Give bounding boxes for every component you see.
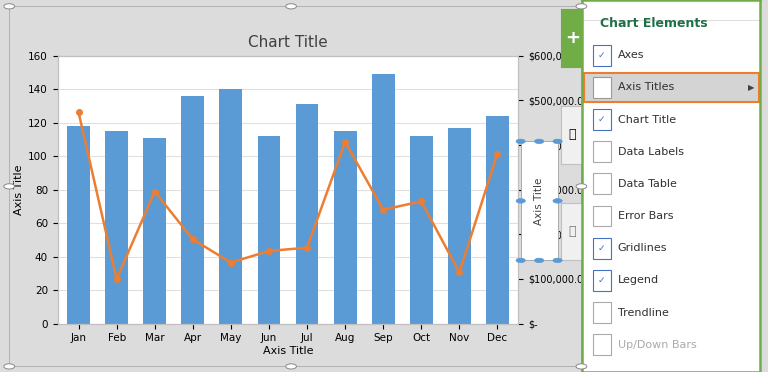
Text: Data Labels: Data Labels xyxy=(617,147,684,157)
Bar xyxy=(181,96,204,324)
Bar xyxy=(334,131,356,324)
FancyBboxPatch shape xyxy=(593,45,611,65)
FancyBboxPatch shape xyxy=(593,173,611,194)
Text: Error Bars: Error Bars xyxy=(617,211,674,221)
Text: Up/Down Bars: Up/Down Bars xyxy=(617,340,697,350)
Bar xyxy=(144,138,166,324)
FancyBboxPatch shape xyxy=(593,109,611,130)
Bar xyxy=(67,126,90,324)
Text: ✓: ✓ xyxy=(598,244,605,253)
FancyBboxPatch shape xyxy=(593,77,611,98)
Bar xyxy=(448,128,471,324)
FancyBboxPatch shape xyxy=(593,238,611,259)
Bar xyxy=(296,104,319,324)
Bar xyxy=(257,136,280,324)
FancyBboxPatch shape xyxy=(593,334,611,355)
Text: ✓: ✓ xyxy=(598,276,605,285)
Bar xyxy=(410,136,432,324)
Text: ✓: ✓ xyxy=(598,115,605,124)
Text: Trendline: Trendline xyxy=(617,308,669,318)
Title: Chart Title: Chart Title xyxy=(248,35,328,51)
Bar xyxy=(486,116,509,324)
X-axis label: Axis Title: Axis Title xyxy=(263,346,313,356)
Bar xyxy=(105,131,128,324)
Text: ⛭: ⛭ xyxy=(568,225,576,238)
Text: Axis Title: Axis Title xyxy=(534,177,545,225)
Bar xyxy=(220,89,242,324)
FancyBboxPatch shape xyxy=(593,141,611,162)
Text: Axes: Axes xyxy=(617,50,644,60)
Text: 🖌: 🖌 xyxy=(568,128,576,141)
FancyBboxPatch shape xyxy=(593,302,611,323)
Text: Chart Title: Chart Title xyxy=(617,115,676,125)
FancyBboxPatch shape xyxy=(584,73,759,102)
Text: Gridlines: Gridlines xyxy=(617,243,667,253)
Text: Chart Elements: Chart Elements xyxy=(600,17,707,30)
FancyBboxPatch shape xyxy=(593,206,611,227)
Text: +: + xyxy=(564,29,580,47)
Text: ✓: ✓ xyxy=(598,51,605,60)
FancyBboxPatch shape xyxy=(593,270,611,291)
Text: Data Table: Data Table xyxy=(617,179,677,189)
Text: Axis Titles: Axis Titles xyxy=(617,82,674,92)
Bar xyxy=(372,74,395,324)
Text: ▶: ▶ xyxy=(748,83,754,92)
Y-axis label: Axis Title: Axis Title xyxy=(14,164,24,215)
Text: Legend: Legend xyxy=(617,275,659,285)
